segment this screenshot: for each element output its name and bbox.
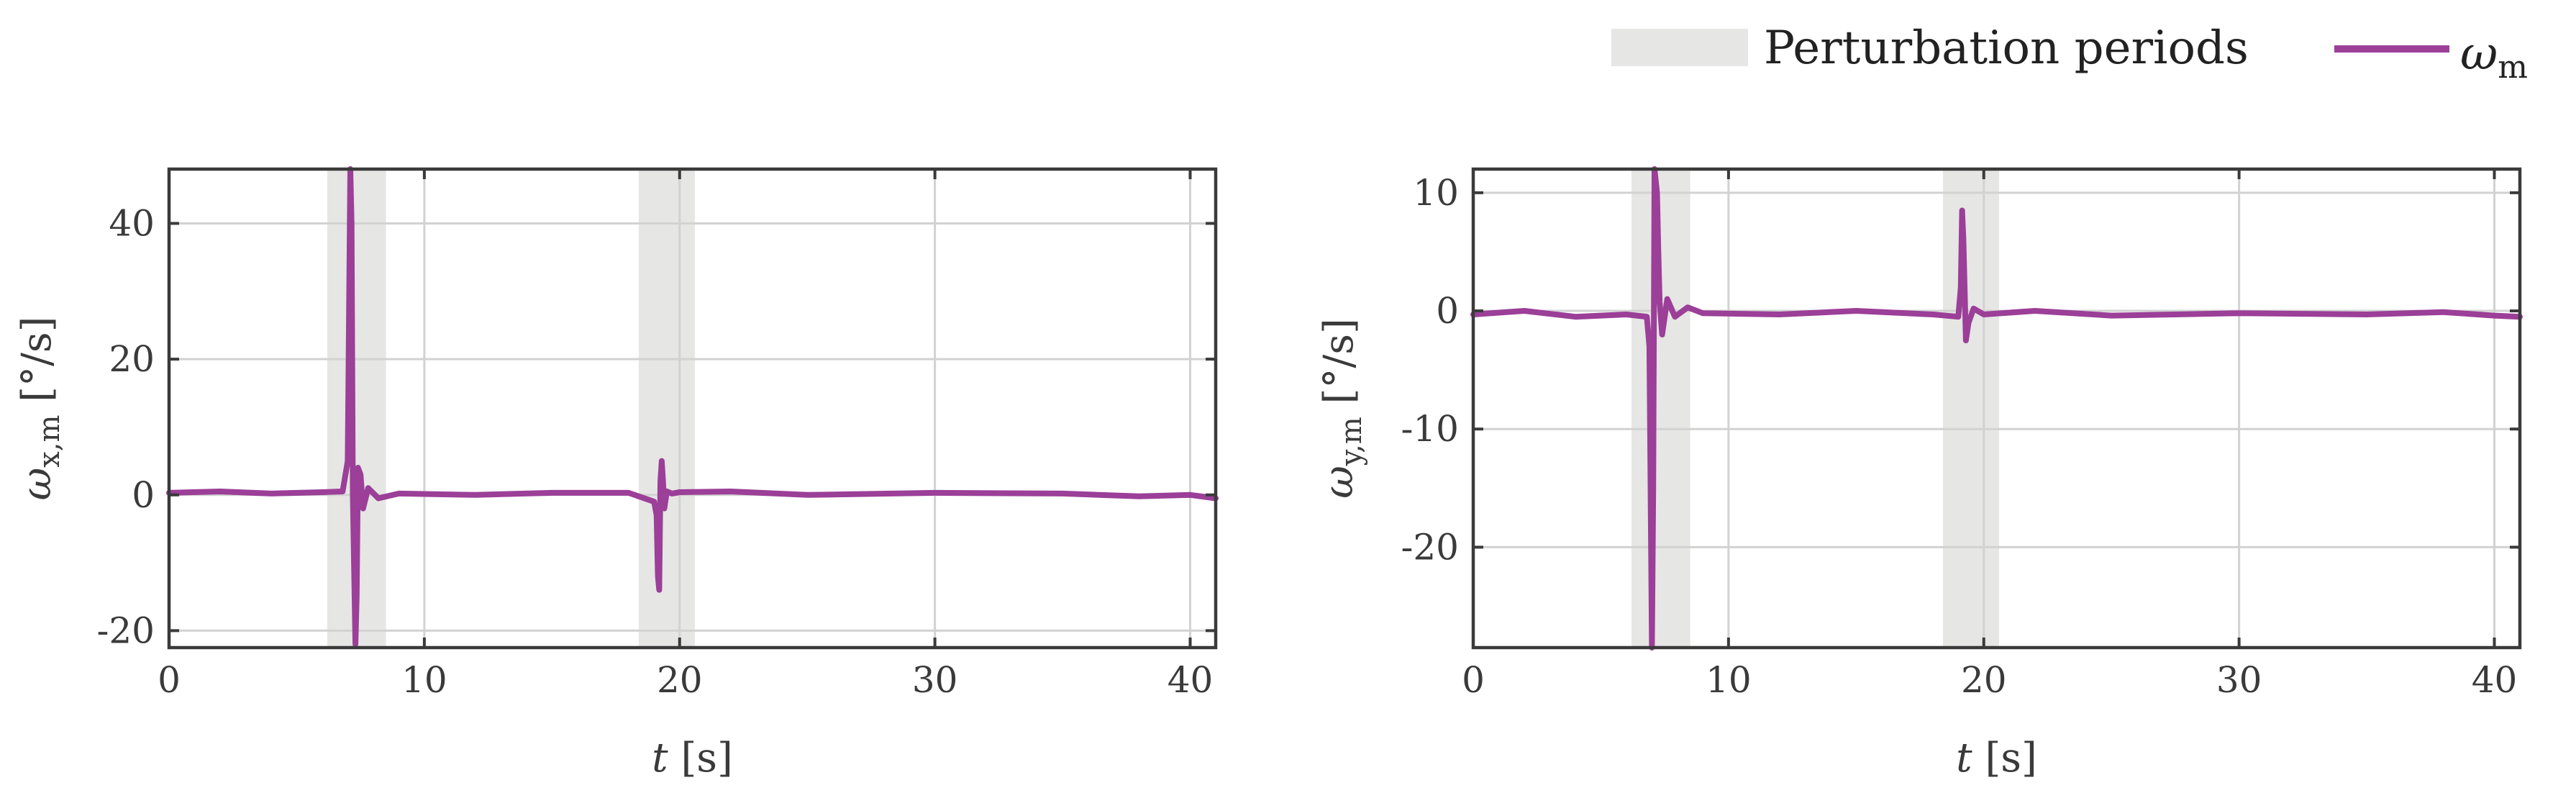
y-tick-label: -20: [96, 609, 155, 651]
shaded-periods: [327, 169, 696, 648]
y-axis-label: ωy,m [°/s]: [1316, 318, 1368, 499]
x-axis-label: t [s]: [652, 735, 733, 781]
x-tick-label: 40: [2472, 659, 2518, 701]
series-line-omega-y: [1470, 166, 2523, 650]
y-tick-label: 0: [1436, 290, 1459, 332]
x-tick-label: 30: [912, 659, 958, 701]
x-tick-label: 0: [1462, 659, 1485, 701]
y-axis-label: ωx,m [°/s]: [14, 317, 66, 501]
perturbation-period-1: [638, 169, 696, 648]
y-tick-label: 0: [132, 474, 155, 516]
legend-shade-label: Perturbation periods: [1764, 22, 2249, 75]
x-tick-label: 40: [1168, 659, 1214, 701]
x-tick-label: 30: [2216, 659, 2262, 701]
plot-frame: [1471, 167, 2522, 650]
plot-frame: [167, 167, 1218, 650]
x-tick-label: 10: [1706, 659, 1752, 701]
shaded-periods: [1631, 169, 2000, 648]
y-tick-label: -20: [1401, 526, 1459, 568]
legend-series-label: ωm: [2460, 27, 2528, 86]
y-tick-label: 10: [1413, 172, 1459, 214]
y-tick-label: -10: [1401, 408, 1459, 450]
x-tick-label: 20: [1961, 659, 2007, 701]
x-tick-label: 0: [158, 659, 181, 701]
y-tick-label: 40: [109, 202, 155, 244]
x-tick-label: 20: [657, 659, 703, 701]
x-tick-label: 10: [401, 659, 447, 701]
legend-shade-swatch: [1611, 29, 1748, 66]
chart-omega-y: 0 10 20 30 40 -20 -10 0 10 t [s] ωy,m [°/s]: [1316, 166, 2523, 781]
perturbation-period-1: [1942, 169, 2000, 648]
ticks: 0 10 20 30 40 -20 -10 0 10: [1401, 169, 2520, 701]
series-line-omega-x: [166, 166, 1219, 648]
legend: Perturbation periods ωm: [1611, 22, 2528, 86]
x-axis-label: t [s]: [1956, 735, 2037, 781]
y-tick-label: 20: [109, 338, 155, 380]
